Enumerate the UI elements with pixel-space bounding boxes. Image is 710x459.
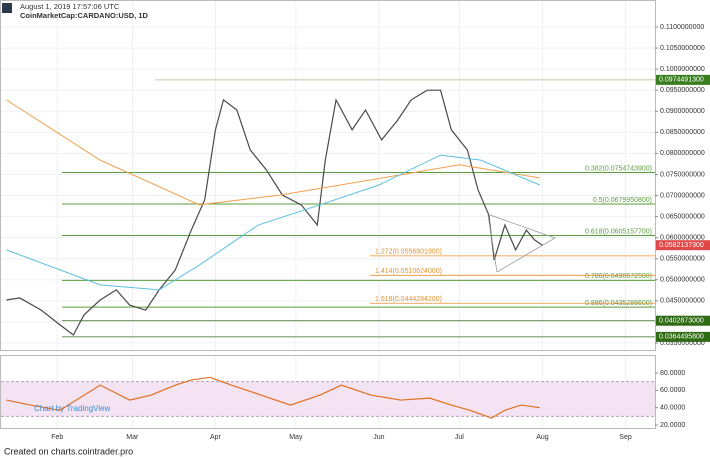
y-tick-label: 0.0900000000 — [660, 108, 705, 115]
y-tick-label: 0.0700000000 — [660, 192, 705, 199]
y-tick-label: 0.0500000000 — [660, 277, 705, 284]
price-label-box — [656, 315, 710, 326]
fib-label: 0.5(0.0679950800) — [593, 197, 652, 204]
series-line — [6, 99, 540, 206]
y-tick-label: 80.0000 — [660, 370, 685, 377]
y-tick-label: 0.0350000000 — [660, 340, 705, 347]
fib-label: 0.382(0.0754743900) — [585, 165, 652, 172]
y-tick-label: 0.0750000000 — [660, 171, 705, 178]
x-tick-label: Jul — [455, 434, 464, 441]
x-tick-label: Apr — [210, 434, 222, 441]
fib-label: 0.786(0.0498672500) — [585, 273, 652, 280]
triangle-pattern — [487, 214, 498, 273]
price-label: 0.0402873000 — [659, 318, 704, 325]
y-tick-label: 0.0850000000 — [660, 129, 705, 136]
y-tick-label: 0.1000000000 — [660, 66, 705, 73]
extension-label: 1.272(0.0556801900) — [375, 249, 442, 256]
symbol: CoinMarketCap:CARDANO:USD, 1D — [20, 11, 149, 20]
y-tick-label: 0.0600000000 — [660, 235, 705, 242]
x-tick-label: Mar — [126, 434, 139, 441]
extension-label: 1.618(0.0444284200) — [375, 296, 442, 303]
extension-label: 1.414(0.0510624000) — [375, 268, 442, 275]
y-tick-label: 60.0000 — [660, 387, 685, 394]
y-tick-label: 0.0550000000 — [660, 256, 705, 263]
triangle-pattern — [489, 214, 556, 273]
timestamp: August 1, 2019 17:57:06 UTC — [20, 2, 120, 11]
y-tick-label: 20.0000 — [660, 422, 685, 429]
price-label: 0.0974491300 — [659, 77, 704, 84]
price-label-box — [656, 331, 710, 342]
watermark: Chart by TradingView — [34, 404, 111, 413]
toolbar-icon[interactable] — [2, 3, 12, 13]
series-line — [6, 154, 540, 291]
x-tick-label: Feb — [51, 434, 63, 441]
price-label-box — [656, 240, 710, 251]
main-pane — [0, 0, 656, 351]
series-line — [6, 376, 540, 419]
x-tick-label: Sep — [619, 434, 632, 441]
footer: Created on charts.cointrader.pro — [4, 446, 133, 456]
price-label: 0.0582137300 — [659, 242, 704, 249]
series-line — [6, 89, 543, 336]
x-tick-label: Jun — [373, 434, 384, 441]
price-label-box — [656, 74, 710, 85]
y-tick-label: 0.0450000000 — [660, 298, 705, 305]
y-tick-label: 0.0800000000 — [660, 150, 705, 157]
x-tick-label: Aug — [536, 434, 549, 441]
y-tick-label: 0.1100000000 — [660, 24, 704, 31]
y-tick-label: 0.1050000000 — [660, 45, 705, 52]
y-tick-label: 0.0950000000 — [660, 87, 705, 94]
y-tick-label: 0.0650000000 — [660, 213, 705, 220]
x-tick-label: May — [289, 434, 303, 441]
fib-label: 0.618(0.0605157700) — [585, 228, 652, 235]
rsi-band — [1, 381, 655, 417]
price-label: 0.0364495800 — [659, 334, 704, 341]
y-tick-label: 40.0000 — [660, 405, 685, 412]
